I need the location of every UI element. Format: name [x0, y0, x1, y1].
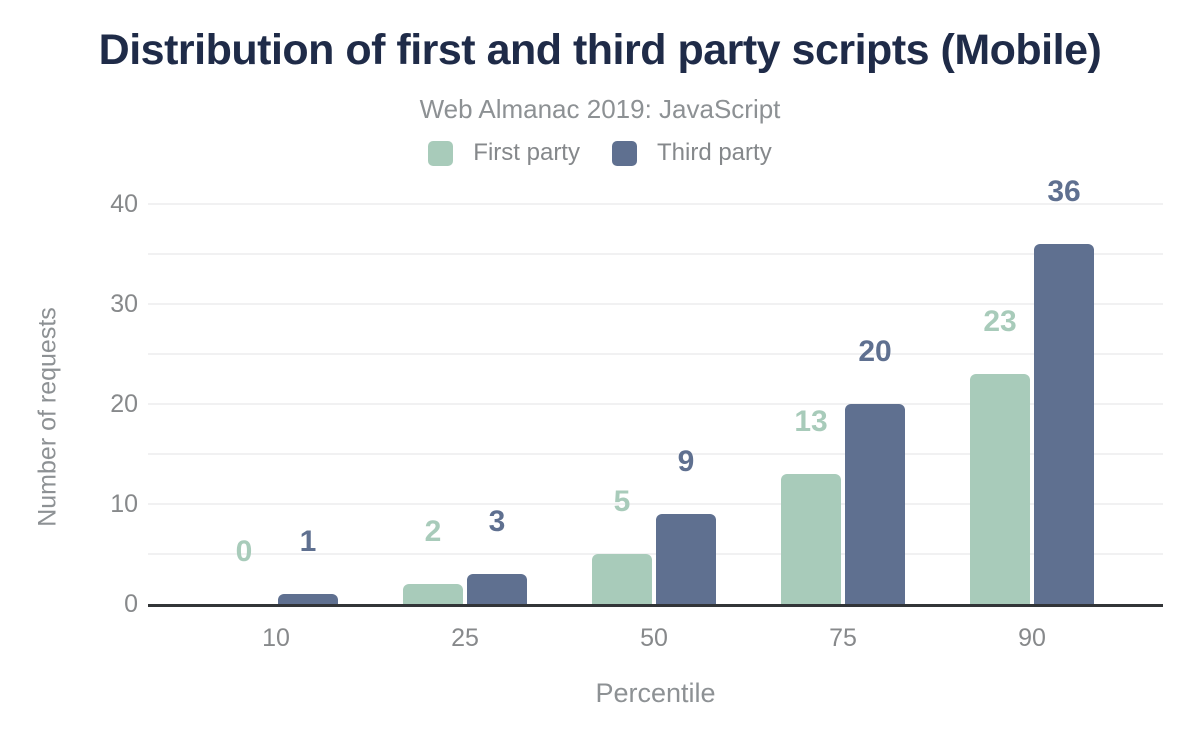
y-tick-label: 30: [110, 290, 138, 318]
y-tick-label: 10: [110, 490, 138, 518]
bar-value-label: 20: [858, 335, 892, 368]
legend-swatch-icon: [428, 140, 454, 166]
chart-subtitle: Web Almanac 2019: JavaScript: [419, 94, 781, 124]
x-tick-label: 25: [451, 624, 479, 652]
x-tick-label: 90: [1018, 624, 1046, 652]
gridline: [148, 203, 1163, 205]
bar-value-label: 9: [677, 445, 695, 478]
x-tick-label: 75: [829, 624, 857, 652]
x-axis-title: Percentile: [595, 678, 716, 708]
gridline: [148, 453, 1163, 455]
legend-swatch-icon: [611, 140, 637, 166]
bar-third-party-p75[interactable]: [845, 404, 905, 604]
bar-first-party-p75[interactable]: [781, 474, 841, 604]
legend-label: First party: [473, 139, 580, 166]
gridline: [148, 553, 1163, 555]
y-tick-label: 20: [110, 390, 138, 418]
bar-third-party-p25[interactable]: [467, 574, 527, 604]
x-axis-line: [148, 604, 1163, 607]
gridline: [148, 503, 1163, 505]
bar-value-label: 5: [613, 485, 631, 518]
legend-label: Third party: [656, 139, 772, 166]
plot-area: 10 25 50 75 90 0 2 5 13 23 1 3 9 20 36: [148, 176, 1163, 652]
y-tick-label: 40: [110, 190, 138, 218]
legend-item-first-party[interactable]: First party: [428, 139, 580, 167]
bar-first-party-p25[interactable]: [403, 584, 463, 604]
legend: First party Third party: [0, 138, 1200, 168]
bar-first-party-p90[interactable]: [970, 374, 1030, 604]
gridline: [148, 353, 1163, 355]
bar-value-label: 1: [299, 525, 317, 558]
x-tick-label: 50: [640, 624, 668, 652]
legend-item-third-party[interactable]: Third party: [611, 139, 772, 167]
bar-third-party-p90[interactable]: [1034, 244, 1094, 604]
bar-value-label: 13: [794, 405, 828, 438]
chart-title: Distribution of first and third party sc…: [98, 26, 1102, 74]
y-tick-label: 0: [124, 590, 138, 618]
bar-first-party-p50[interactable]: [592, 554, 652, 604]
gridline: [148, 303, 1163, 305]
bar-value-label: 36: [1047, 175, 1081, 208]
bar-third-party-p10[interactable]: [278, 594, 338, 604]
bar-value-label: 2: [424, 515, 442, 548]
x-tick-label: 10: [262, 624, 290, 652]
gridline: [148, 403, 1163, 405]
bar-third-party-p50[interactable]: [656, 514, 716, 604]
bar-value-label: 23: [983, 305, 1017, 338]
bar-value-label: 0: [235, 535, 253, 568]
bar-value-label: 3: [488, 505, 506, 538]
gridline: [148, 253, 1163, 255]
